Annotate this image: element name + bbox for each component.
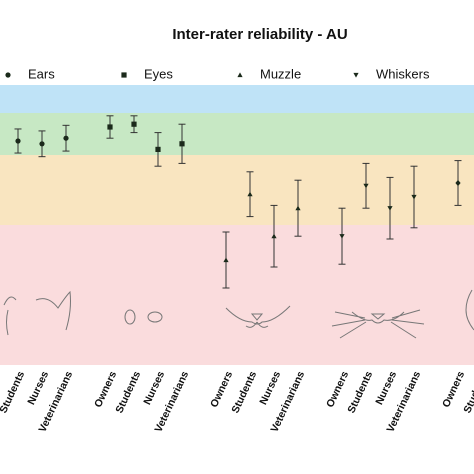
- muzzle-drawing: [225, 305, 291, 328]
- point: [271, 233, 277, 239]
- point: [455, 179, 461, 187]
- legend-label: Whiskers: [376, 66, 430, 81]
- x-tick-label: Students: [0, 369, 27, 415]
- chart-title: Inter-rater reliability - AU: [172, 26, 347, 43]
- ears-drawing: [3, 290, 71, 336]
- point: [155, 146, 161, 152]
- x-tick-label: Nurses: [141, 369, 167, 406]
- point: [223, 257, 229, 263]
- point: [247, 191, 253, 197]
- point: [15, 138, 21, 144]
- point: [131, 121, 137, 127]
- x-tick-label: Nurses: [373, 369, 399, 406]
- legend-marker: [121, 72, 127, 78]
- legend-marker: [353, 72, 359, 78]
- point: [339, 234, 345, 239]
- band: [0, 85, 474, 113]
- x-tick-label: Owners: [208, 369, 235, 409]
- band: [0, 113, 474, 155]
- point: [363, 183, 369, 189]
- plot-area: [14, 115, 462, 289]
- x-tick-label: Owners: [92, 369, 119, 409]
- point: [411, 194, 417, 200]
- legend-label: Muzzle: [260, 66, 301, 81]
- eye-drawing: [124, 309, 136, 325]
- legend-marker: [5, 72, 11, 78]
- eye-drawing: [147, 311, 163, 323]
- cat-drawings: [3, 289, 474, 339]
- x-tick-label: Owners: [440, 369, 467, 409]
- band: [0, 225, 474, 365]
- band: [0, 155, 474, 225]
- bands: [0, 85, 474, 365]
- whiskers-drawing: [331, 309, 425, 339]
- legend: Ears Eyes Muzzle Whiskers: [5, 66, 430, 81]
- legend-label: Ears: [28, 66, 55, 81]
- point: [39, 141, 45, 147]
- point: [63, 135, 69, 141]
- legend-label: Eyes: [144, 66, 173, 81]
- x-tick-label: Nurses: [25, 369, 51, 406]
- point: [387, 206, 393, 211]
- point: [295, 205, 301, 211]
- cut-drawing: [465, 289, 474, 331]
- legend-marker: [237, 72, 243, 78]
- x-tick-label: Owners: [324, 369, 351, 409]
- point: [107, 124, 113, 130]
- point: [179, 141, 185, 147]
- x-tick-label: Nurses: [257, 369, 283, 406]
